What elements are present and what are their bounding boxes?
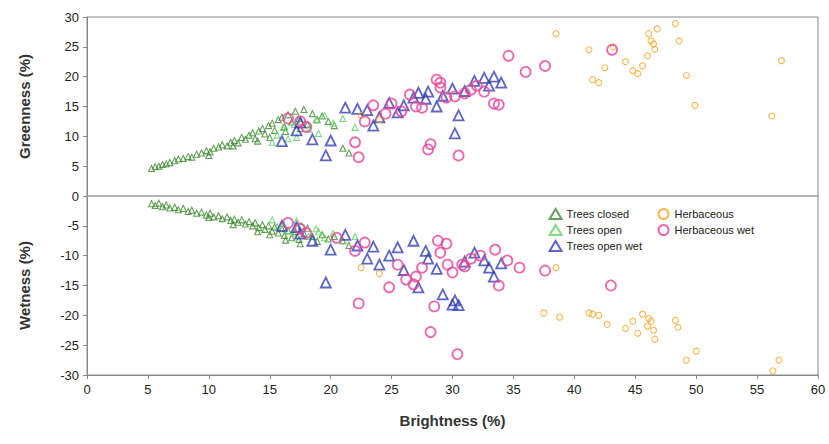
svg-text:0: 0	[72, 189, 79, 204]
svg-text:-10: -10	[60, 248, 79, 263]
svg-text:5: 5	[72, 159, 79, 174]
svg-text:10: 10	[202, 382, 216, 397]
svg-text:20: 20	[323, 382, 337, 397]
svg-text:-30: -30	[60, 368, 79, 383]
svg-text:50: 50	[689, 382, 703, 397]
svg-text:Greenness (%): Greenness (%)	[16, 54, 33, 159]
svg-text:-25: -25	[60, 338, 79, 353]
svg-text:Wetness (%): Wetness (%)	[16, 241, 33, 330]
svg-text:Herbaceous wet: Herbaceous wet	[675, 224, 755, 236]
svg-text:Herbaceous: Herbaceous	[675, 208, 735, 220]
svg-text:-20: -20	[60, 308, 79, 323]
svg-text:30: 30	[445, 382, 459, 397]
svg-text:Brightness (%): Brightness (%)	[400, 412, 506, 429]
svg-text:Trees open: Trees open	[567, 224, 622, 236]
svg-text:30: 30	[65, 10, 79, 25]
svg-text:15: 15	[263, 382, 277, 397]
svg-text:25: 25	[384, 382, 398, 397]
svg-text:45: 45	[628, 382, 642, 397]
svg-text:Trees open wet: Trees open wet	[567, 240, 642, 252]
svg-text:40: 40	[567, 382, 581, 397]
svg-text:20: 20	[65, 69, 79, 84]
svg-text:-5: -5	[67, 218, 79, 233]
svg-text:25: 25	[65, 39, 79, 54]
svg-text:60: 60	[811, 382, 825, 397]
svg-text:10: 10	[65, 129, 79, 144]
svg-text:35: 35	[506, 382, 520, 397]
svg-text:15: 15	[65, 99, 79, 114]
svg-text:Trees closed: Trees closed	[567, 208, 630, 220]
svg-text:0: 0	[83, 382, 90, 397]
svg-text:-15: -15	[60, 278, 79, 293]
svg-text:55: 55	[750, 382, 764, 397]
svg-text:5: 5	[144, 382, 151, 397]
